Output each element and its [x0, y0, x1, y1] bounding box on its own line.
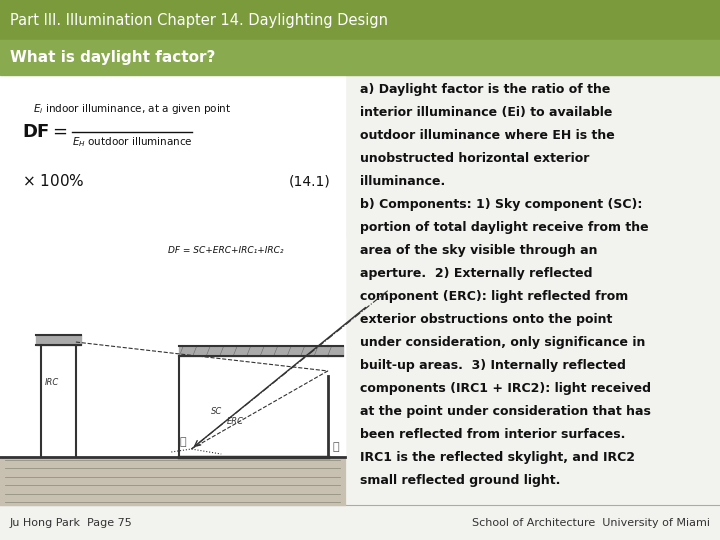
- Bar: [37, 335, 81, 345]
- Text: illuminance.: illuminance.: [360, 175, 445, 188]
- Text: built-up areas.  3) Internally reflected: built-up areas. 3) Internally reflected: [360, 359, 626, 372]
- Text: area of the sky visible through an: area of the sky visible through an: [360, 244, 598, 257]
- Bar: [0, 0, 720, 40]
- Text: components (IRC1 + IRC2): light received: components (IRC1 + IRC2): light received: [360, 382, 651, 395]
- Text: 人: 人: [180, 437, 186, 447]
- Text: (14.1): (14.1): [288, 174, 330, 188]
- Text: $\times$ 100%: $\times$ 100%: [22, 173, 84, 189]
- Bar: [0, 40, 720, 75]
- Text: unobstructed horizontal exterior: unobstructed horizontal exterior: [360, 152, 590, 165]
- Text: Ju Hong Park  Page 75: Ju Hong Park Page 75: [10, 517, 132, 528]
- Text: aperture.  2) Externally reflected: aperture. 2) Externally reflected: [360, 267, 593, 280]
- Text: SC: SC: [211, 407, 222, 416]
- Text: School of Architecture  University of Miami: School of Architecture University of Mia…: [472, 517, 710, 528]
- Text: a) Daylight factor is the ratio of the: a) Daylight factor is the ratio of the: [360, 83, 611, 96]
- Bar: [328, 346, 343, 356]
- Text: under consideration, only significance in: under consideration, only significance i…: [360, 336, 645, 349]
- Bar: [0, 457, 345, 505]
- Text: outdoor illuminance where EH is the: outdoor illuminance where EH is the: [360, 129, 615, 142]
- Bar: [0, 505, 720, 540]
- Text: small reflected ground light.: small reflected ground light.: [360, 474, 560, 487]
- Text: ERC: ERC: [228, 417, 244, 426]
- Text: 人: 人: [333, 442, 339, 452]
- Text: interior illuminance (Ei) to available: interior illuminance (Ei) to available: [360, 106, 613, 119]
- Text: exterior obstructions onto the point: exterior obstructions onto the point: [360, 313, 613, 326]
- Text: $E_i$ indoor illuminance, at a given point: $E_i$ indoor illuminance, at a given poi…: [33, 102, 231, 116]
- Bar: [179, 346, 328, 356]
- Bar: [0, 238, 345, 505]
- Text: $E_H$ outdoor illuminance: $E_H$ outdoor illuminance: [71, 135, 192, 149]
- Text: $\mathbf{DF} =$: $\mathbf{DF} =$: [22, 123, 68, 141]
- Text: What is daylight factor?: What is daylight factor?: [10, 50, 215, 65]
- Text: Part III. Illumination Chapter 14. Daylighting Design: Part III. Illumination Chapter 14. Dayli…: [10, 12, 388, 28]
- Text: at the point under consideration that has: at the point under consideration that ha…: [360, 405, 651, 418]
- Text: portion of total daylight receive from the: portion of total daylight receive from t…: [360, 221, 649, 234]
- Text: IRC1 is the reflected skylight, and IRC2: IRC1 is the reflected skylight, and IRC2: [360, 451, 635, 464]
- Text: component (ERC): light reflected from: component (ERC): light reflected from: [360, 290, 629, 303]
- Text: IRC: IRC: [45, 378, 59, 387]
- Text: b) Components: 1) Sky component (SC):: b) Components: 1) Sky component (SC):: [360, 198, 642, 211]
- Text: been reflected from interior surfaces.: been reflected from interior surfaces.: [360, 428, 626, 441]
- Bar: [0, 75, 345, 505]
- Text: DF = SC+ERC+IRC₁+IRC₂: DF = SC+ERC+IRC₁+IRC₂: [168, 246, 283, 255]
